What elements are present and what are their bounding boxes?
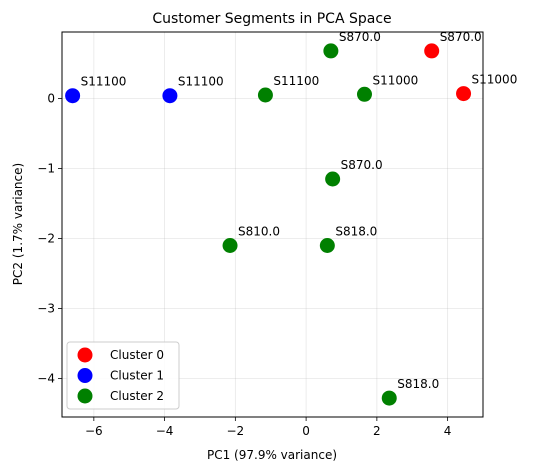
data-point [222,238,238,253]
point-label: S870.0 [339,30,381,44]
point-label: S11100 [81,75,127,89]
x-tick-label: −4 [156,424,174,438]
data-point [456,86,472,102]
point-label: S11000 [372,73,418,87]
data-point [65,88,81,104]
legend-marker [77,388,93,404]
legend-marker [77,368,93,383]
point-label: S818.0 [397,377,439,391]
legend-marker [77,347,93,363]
x-tick-label: 0 [302,424,310,438]
y-tick-label: −2 [37,232,55,246]
legend: Cluster 0 Cluster 1 Cluster 2 [66,341,180,410]
data-point [424,43,440,59]
x-tick-label: 2 [373,424,381,438]
data-point [381,390,397,406]
y-tick-label: 0 [47,92,55,106]
y-tick-label: −3 [37,302,55,316]
point-label: S11100 [273,74,319,88]
legend-label: Cluster 0 [110,348,164,362]
point-labels: S870.0 S11000 S11100 S11100 S11100 S11000 S870… [81,30,518,391]
plot-frame [61,31,484,418]
x-tick-label: 4 [444,424,452,438]
point-label: S870.0 [440,30,482,44]
y-axis-label: PC2 (1.7% variance) [11,163,25,285]
x-tick-label: −6 [85,424,103,438]
legend-box [66,341,180,410]
data-point [325,171,341,187]
point-label: S818.0 [335,225,377,239]
chart-title: Customer Segments in PCA Space [152,11,391,27]
data-points [65,43,472,406]
data-point [162,88,178,104]
data-point [257,87,273,103]
point-label: S810.0 [238,225,280,239]
legend-label: Cluster 2 [110,389,164,403]
x-axis-ticks: −6 −4 −2 0 2 4 [85,417,451,438]
point-label: S11000 [472,73,518,87]
y-axis-ticks: 0 −1 −2 −3 −4 [37,92,62,386]
data-point [319,238,335,253]
data-point [356,86,372,102]
x-tick-label: −2 [227,424,245,438]
x-axis-label: PC1 (97.9% variance) [207,448,337,462]
grid-lines [62,32,483,417]
point-label: S11100 [178,75,224,89]
data-point [323,43,339,59]
y-tick-label: −4 [37,372,55,386]
legend-label: Cluster 1 [110,369,164,383]
y-tick-label: −1 [37,162,55,176]
point-label: S870.0 [341,158,383,172]
